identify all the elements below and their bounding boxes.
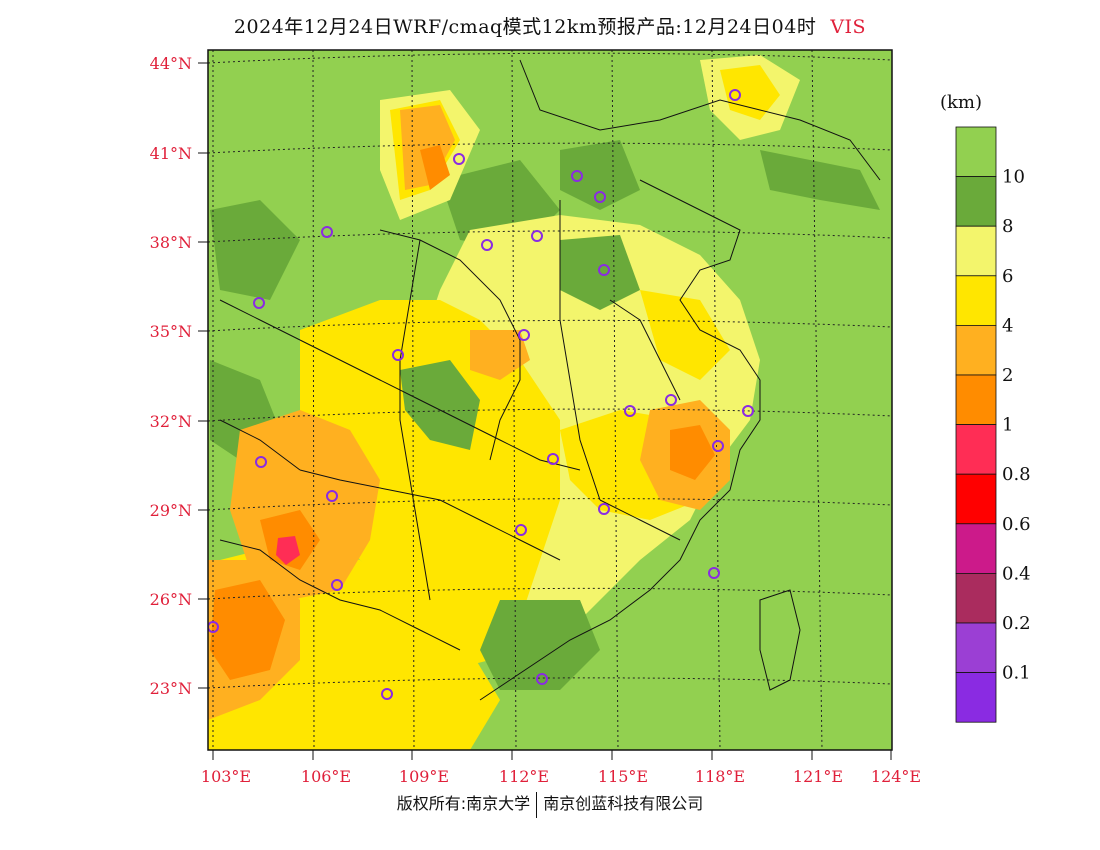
lat-label: 32°N [150, 412, 192, 431]
colorbar: 10 8 6 4 2 1 0.8 0.6 0.4 0.2 0.1 [955, 126, 1031, 723]
lat-label: 26°N [150, 590, 192, 609]
colorbar-unit: (km) [940, 92, 983, 113]
colorbar-swatch [955, 176, 997, 227]
colorbar-label: 0.2 [1002, 613, 1031, 634]
lon-label: 118°E [695, 767, 745, 786]
lon-label: 106°E [301, 767, 351, 786]
map-title: 2024年12月24日WRF/cmaq模式12km预报产品:12月24日04时 V… [0, 12, 1100, 39]
colorbar-swatch [955, 225, 997, 277]
colorbar-label: 0.6 [1002, 514, 1031, 535]
variable-label: VIS [830, 16, 867, 38]
colorbar-label: 6 [1002, 266, 1013, 287]
map-field [208, 50, 892, 750]
colorbar-swatch [955, 324, 997, 376]
colorbar-label: 8 [1002, 216, 1013, 237]
title-text: 2024年12月24日WRF/cmaq模式12km预报产品:12月24日04时 [233, 16, 817, 38]
city-markers [208, 89, 754, 700]
longitude-labels: 103°E 106°E 109°E 112°E 115°E 118°E 121°… [201, 767, 921, 786]
colorbar-label: 0.1 [1002, 663, 1031, 684]
footer-divider [536, 791, 538, 818]
lon-label: 121°E [793, 767, 843, 786]
lon-label: 115°E [598, 767, 648, 786]
colorbar-swatch [955, 126, 997, 177]
lat-label: 38°N [150, 233, 192, 252]
lat-label: 35°N [150, 322, 192, 341]
colorbar-swatch [955, 424, 997, 475]
lon-label: 124°E [871, 767, 921, 786]
latitude-labels: 44°N 41°N 38°N 35°N 32°N 29°N 26°N 23°N [150, 54, 192, 698]
colorbar-label: 0.4 [1002, 563, 1031, 584]
colorbar-label: 10 [1002, 167, 1025, 188]
colorbar-swatch [955, 523, 997, 574]
colorbar-swatch [955, 275, 997, 326]
lat-label: 41°N [150, 144, 192, 163]
copyright-left: 版权所有:南京大学 [396, 794, 531, 813]
lon-label: 103°E [201, 767, 251, 786]
colorbar-label: 0.8 [1002, 464, 1031, 485]
copyright-footer: 版权所有:南京大学 南京创蓝科技有限公司 [0, 790, 1100, 818]
colorbar-swatch [955, 672, 997, 723]
lon-label: 109°E [399, 767, 449, 786]
lat-label: 23°N [150, 679, 192, 698]
colorbar-label: 1 [1002, 415, 1013, 436]
colorbar-swatch [955, 573, 997, 624]
colorbar-swatch [955, 374, 997, 425]
lon-label: 112°E [499, 767, 549, 786]
colorbar-label: 2 [1002, 365, 1013, 386]
colorbar-swatch [955, 622, 997, 673]
colorbar-label: 4 [1002, 315, 1013, 336]
lat-label: 29°N [150, 501, 192, 520]
lat-label: 44°N [150, 54, 192, 73]
copyright-right: 南京创蓝科技有限公司 [543, 794, 704, 813]
map-frame [207, 49, 893, 751]
colorbar-swatch [955, 473, 997, 525]
